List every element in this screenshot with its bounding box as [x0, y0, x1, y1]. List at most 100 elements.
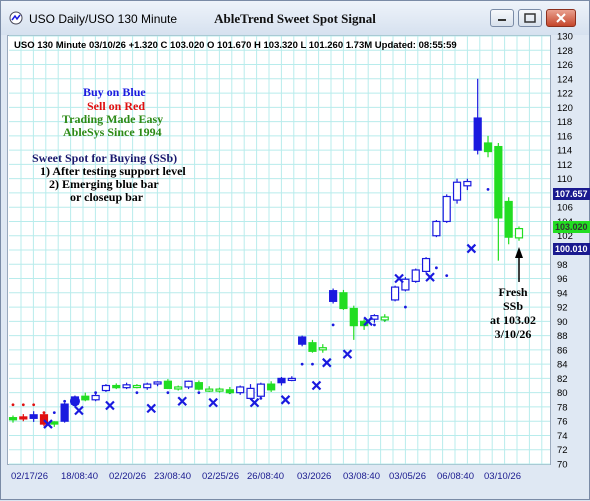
- legend-since: AbleSys Since 1994: [63, 125, 162, 139]
- candle-body: [81, 395, 90, 401]
- stop-dot: [32, 403, 36, 407]
- ssb-rule-1: 1) After testing support level: [40, 164, 186, 178]
- candle-body: [225, 389, 234, 394]
- y-tick-label: 70: [557, 460, 568, 471]
- candle-body: [91, 394, 100, 401]
- y-tick-label: 86: [557, 345, 568, 356]
- candle-body: [494, 145, 503, 219]
- y-tick-label: 98: [557, 260, 568, 271]
- candle-body: [29, 414, 38, 419]
- x-tick-label: 03/2026: [297, 471, 331, 482]
- candle-body: [298, 336, 307, 345]
- y-tick-label: 120: [557, 103, 573, 114]
- close-button[interactable]: [546, 9, 576, 27]
- window-title: USO Daily/USO 130 Minute: [29, 12, 178, 26]
- candle-body: [194, 382, 203, 390]
- annotation-ssb: SSb: [502, 299, 524, 313]
- stop-dot: [486, 187, 490, 191]
- candle-body: [411, 269, 420, 282]
- stop-dot: [445, 274, 449, 278]
- stop-dot: [404, 305, 407, 309]
- legend-buy: Buy on Blue: [83, 85, 146, 99]
- stop-dot: [42, 411, 46, 415]
- candle-body: [215, 388, 224, 392]
- candle-body: [329, 290, 338, 302]
- stop-dot: [311, 362, 314, 366]
- candle-body: [236, 386, 245, 394]
- stop-dot: [11, 403, 15, 407]
- stop-dot: [373, 323, 376, 327]
- candle-body: [267, 383, 276, 391]
- candle-body: [432, 220, 441, 237]
- ssb-marker: [208, 397, 218, 408]
- legend-trading-easy: Trading Made Easy: [62, 112, 164, 126]
- candle-body: [122, 384, 131, 389]
- candle-body: [308, 342, 317, 352]
- y-tick-label: 78: [557, 402, 568, 413]
- y-tick-label: 102: [557, 231, 573, 242]
- price-badge-low: 100.010: [553, 242, 590, 255]
- quote-info-line: USO 130 Minute 03/10/26 +1.320 C 103.020…: [14, 40, 457, 51]
- candle-body: [143, 383, 152, 389]
- ssb-marker: [342, 349, 353, 359]
- ssb-marker: [177, 396, 188, 407]
- ssb-marker: [322, 357, 332, 368]
- candle-body: [442, 195, 451, 223]
- candle-body: [390, 286, 400, 301]
- ssb-marker: [425, 272, 435, 282]
- ssb-marker: [105, 400, 115, 411]
- x-tick-label: 02/25/26: [202, 471, 239, 482]
- candle-body: [504, 200, 513, 238]
- y-tick-label: 72: [557, 445, 568, 456]
- candle-body: [380, 316, 389, 321]
- candle-body: [483, 142, 493, 153]
- candle-body: [8, 417, 18, 421]
- candle-body: [132, 384, 142, 389]
- ssb-rule-3: or closeup bar: [70, 190, 144, 204]
- y-tick-label: 126: [557, 60, 573, 71]
- legend-sell: Sell on Red: [87, 99, 146, 113]
- y-tick-label: 110: [557, 174, 572, 185]
- ssb-rule-2: 2) Emerging blue bar: [49, 177, 159, 191]
- x-tick-label: 03/05/26: [389, 471, 426, 482]
- maximize-button[interactable]: [518, 9, 542, 27]
- candle-body: [60, 403, 69, 422]
- stop-dot: [197, 391, 201, 395]
- y-tick-label: 128: [557, 46, 573, 57]
- stop-dot: [63, 399, 67, 403]
- y-tick-label: 82: [557, 374, 568, 385]
- candle-body: [318, 347, 327, 351]
- annotation-fresh: Fresh: [498, 285, 528, 299]
- annotation-arrow-head: [515, 247, 523, 258]
- minimize-button[interactable]: [490, 9, 514, 27]
- ssb-marker: [311, 380, 322, 391]
- x-tick-label: 02/17/26: [11, 471, 48, 482]
- x-tick-label: 18/08:40: [61, 471, 98, 482]
- y-tick-label: 124: [557, 74, 573, 85]
- y-tick-label: 96: [557, 274, 568, 285]
- y-tick-label: 76: [557, 417, 568, 428]
- candle-body: [452, 181, 462, 201]
- y-tick-label: 112: [557, 160, 572, 171]
- y-tick-label: 106: [557, 203, 573, 214]
- candle-body: [401, 278, 410, 291]
- candle-body: [256, 383, 265, 397]
- ssb-marker: [249, 397, 260, 408]
- candle-body: [514, 228, 524, 239]
- maximize-icon: [524, 13, 536, 23]
- chart-title: AbleTrend Sweet Spot Signal: [214, 11, 376, 26]
- app-icon: [9, 11, 23, 25]
- x-tick-label: 23/08:40: [154, 471, 191, 482]
- stop-dot: [259, 396, 263, 400]
- y-tick-label: 84: [557, 360, 568, 371]
- x-tick-label: 06/08:40: [437, 471, 474, 482]
- close-icon: [556, 13, 566, 23]
- annotation-date: 3/10/26: [494, 327, 532, 341]
- y-tick-label: 122: [557, 89, 573, 100]
- candle-body: [287, 377, 296, 381]
- candle-body: [421, 257, 431, 272]
- annotation-price: at 103.02: [490, 313, 536, 327]
- candle-body: [349, 307, 358, 327]
- minimize-icon: [498, 19, 506, 21]
